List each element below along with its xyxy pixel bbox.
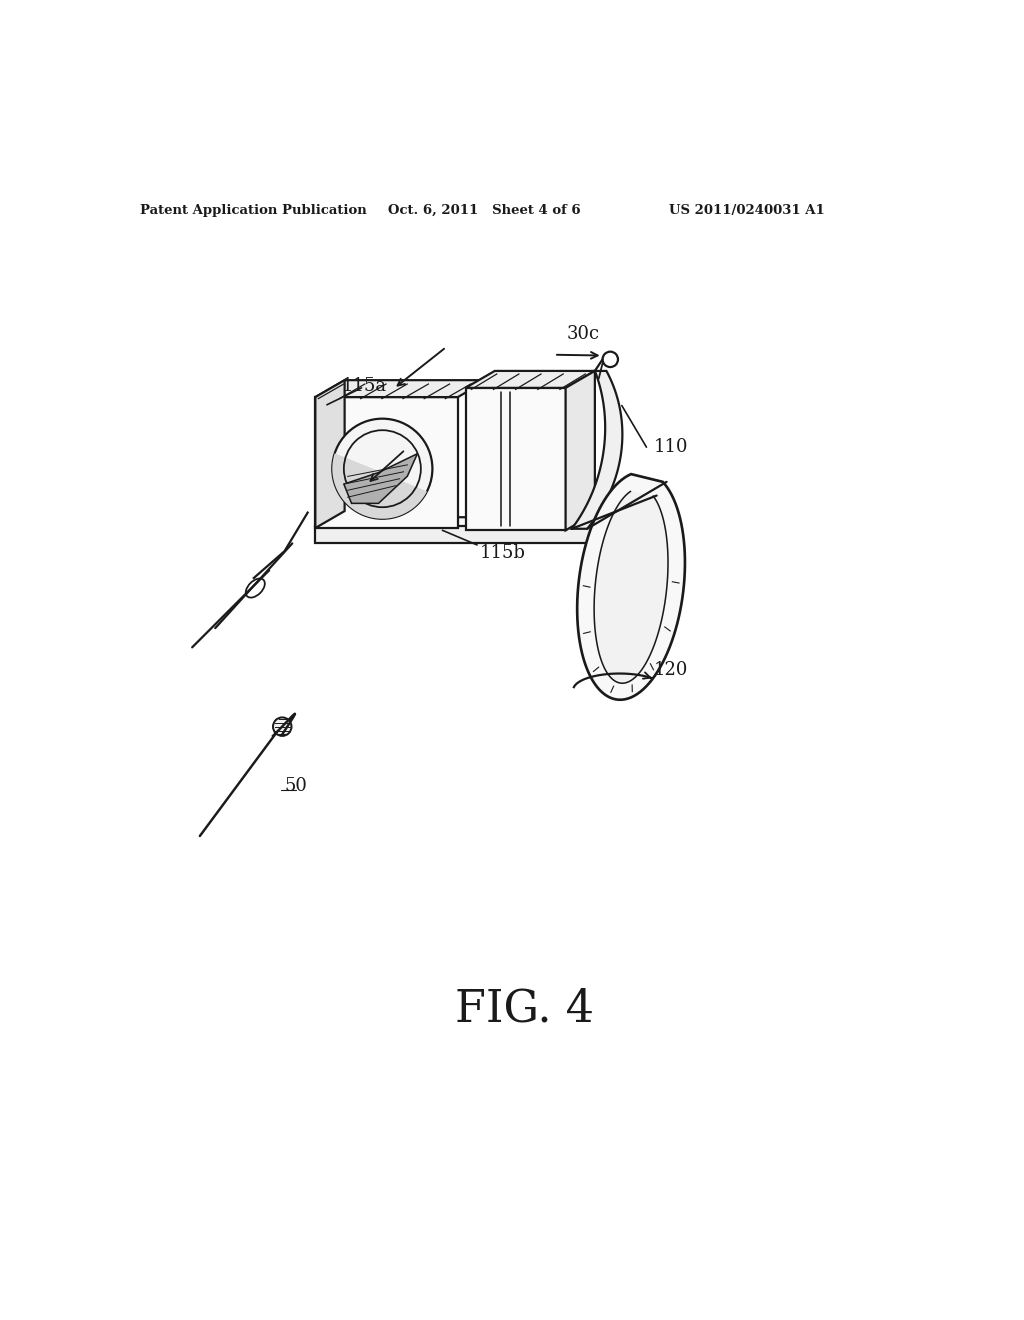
Text: Oct. 6, 2011   Sheet 4 of 6: Oct. 6, 2011 Sheet 4 of 6 [388,205,581,218]
Polygon shape [315,380,345,528]
Polygon shape [466,371,595,388]
Polygon shape [578,474,685,700]
Polygon shape [333,453,427,519]
Text: 115a: 115a [342,376,387,395]
Polygon shape [315,380,487,397]
Text: 120: 120 [654,661,688,680]
Polygon shape [571,371,623,529]
Polygon shape [344,454,418,503]
Polygon shape [565,371,595,531]
Text: Patent Application Publication: Patent Application Publication [140,205,368,218]
Polygon shape [315,527,608,544]
Polygon shape [315,517,635,527]
Text: 30c: 30c [566,325,599,343]
Text: 115b: 115b [479,544,525,561]
Text: US 2011/0240031 A1: US 2011/0240031 A1 [669,205,824,218]
Text: 110: 110 [654,438,689,457]
Text: FIG. 4: FIG. 4 [456,987,594,1031]
Text: 50: 50 [285,777,307,795]
Circle shape [333,418,432,519]
Polygon shape [466,388,565,531]
Polygon shape [594,491,668,684]
Polygon shape [315,397,458,528]
Circle shape [273,718,292,737]
